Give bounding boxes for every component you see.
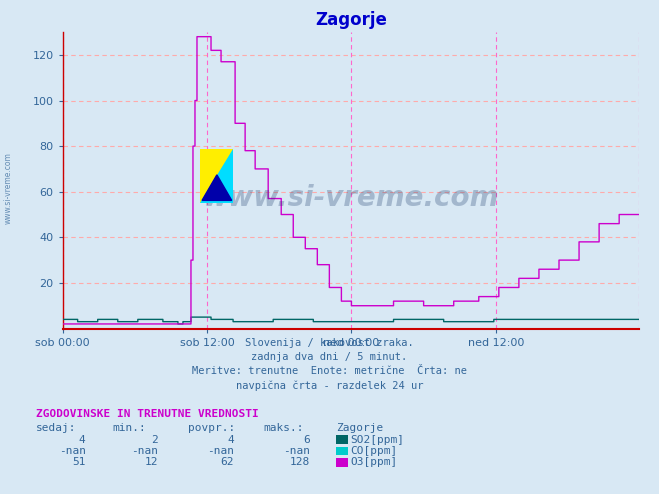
Text: min.:: min.:: [112, 423, 146, 433]
Text: -nan: -nan: [131, 446, 158, 456]
Text: 4: 4: [227, 435, 234, 445]
Polygon shape: [200, 149, 233, 203]
Polygon shape: [200, 149, 233, 203]
Text: 51: 51: [72, 457, 86, 467]
Text: 12: 12: [145, 457, 158, 467]
Text: 62: 62: [221, 457, 234, 467]
Text: sedaj:: sedaj:: [36, 423, 76, 433]
Text: 128: 128: [289, 457, 310, 467]
Text: 6: 6: [303, 435, 310, 445]
Text: -nan: -nan: [283, 446, 310, 456]
Polygon shape: [202, 175, 232, 201]
Text: CO[ppm]: CO[ppm]: [351, 446, 398, 456]
Text: O3[ppm]: O3[ppm]: [351, 457, 398, 467]
Text: -nan: -nan: [207, 446, 234, 456]
Text: -nan: -nan: [59, 446, 86, 456]
Text: maks.:: maks.:: [264, 423, 304, 433]
Text: ZGODOVINSKE IN TRENUTNE VREDNOSTI: ZGODOVINSKE IN TRENUTNE VREDNOSTI: [36, 410, 259, 419]
Text: Slovenija / kakovost zraka.
zadnja dva dni / 5 minut.
Meritve: trenutne  Enote: : Slovenija / kakovost zraka. zadnja dva d…: [192, 338, 467, 391]
Text: www.si-vreme.com: www.si-vreme.com: [3, 152, 13, 224]
Title: Zagorje: Zagorje: [315, 11, 387, 29]
Text: SO2[ppm]: SO2[ppm]: [351, 435, 405, 445]
Text: www.si-vreme.com: www.si-vreme.com: [203, 184, 499, 212]
Text: 2: 2: [152, 435, 158, 445]
Text: povpr.:: povpr.:: [188, 423, 235, 433]
Text: 4: 4: [79, 435, 86, 445]
Text: Zagorje: Zagorje: [336, 423, 384, 433]
